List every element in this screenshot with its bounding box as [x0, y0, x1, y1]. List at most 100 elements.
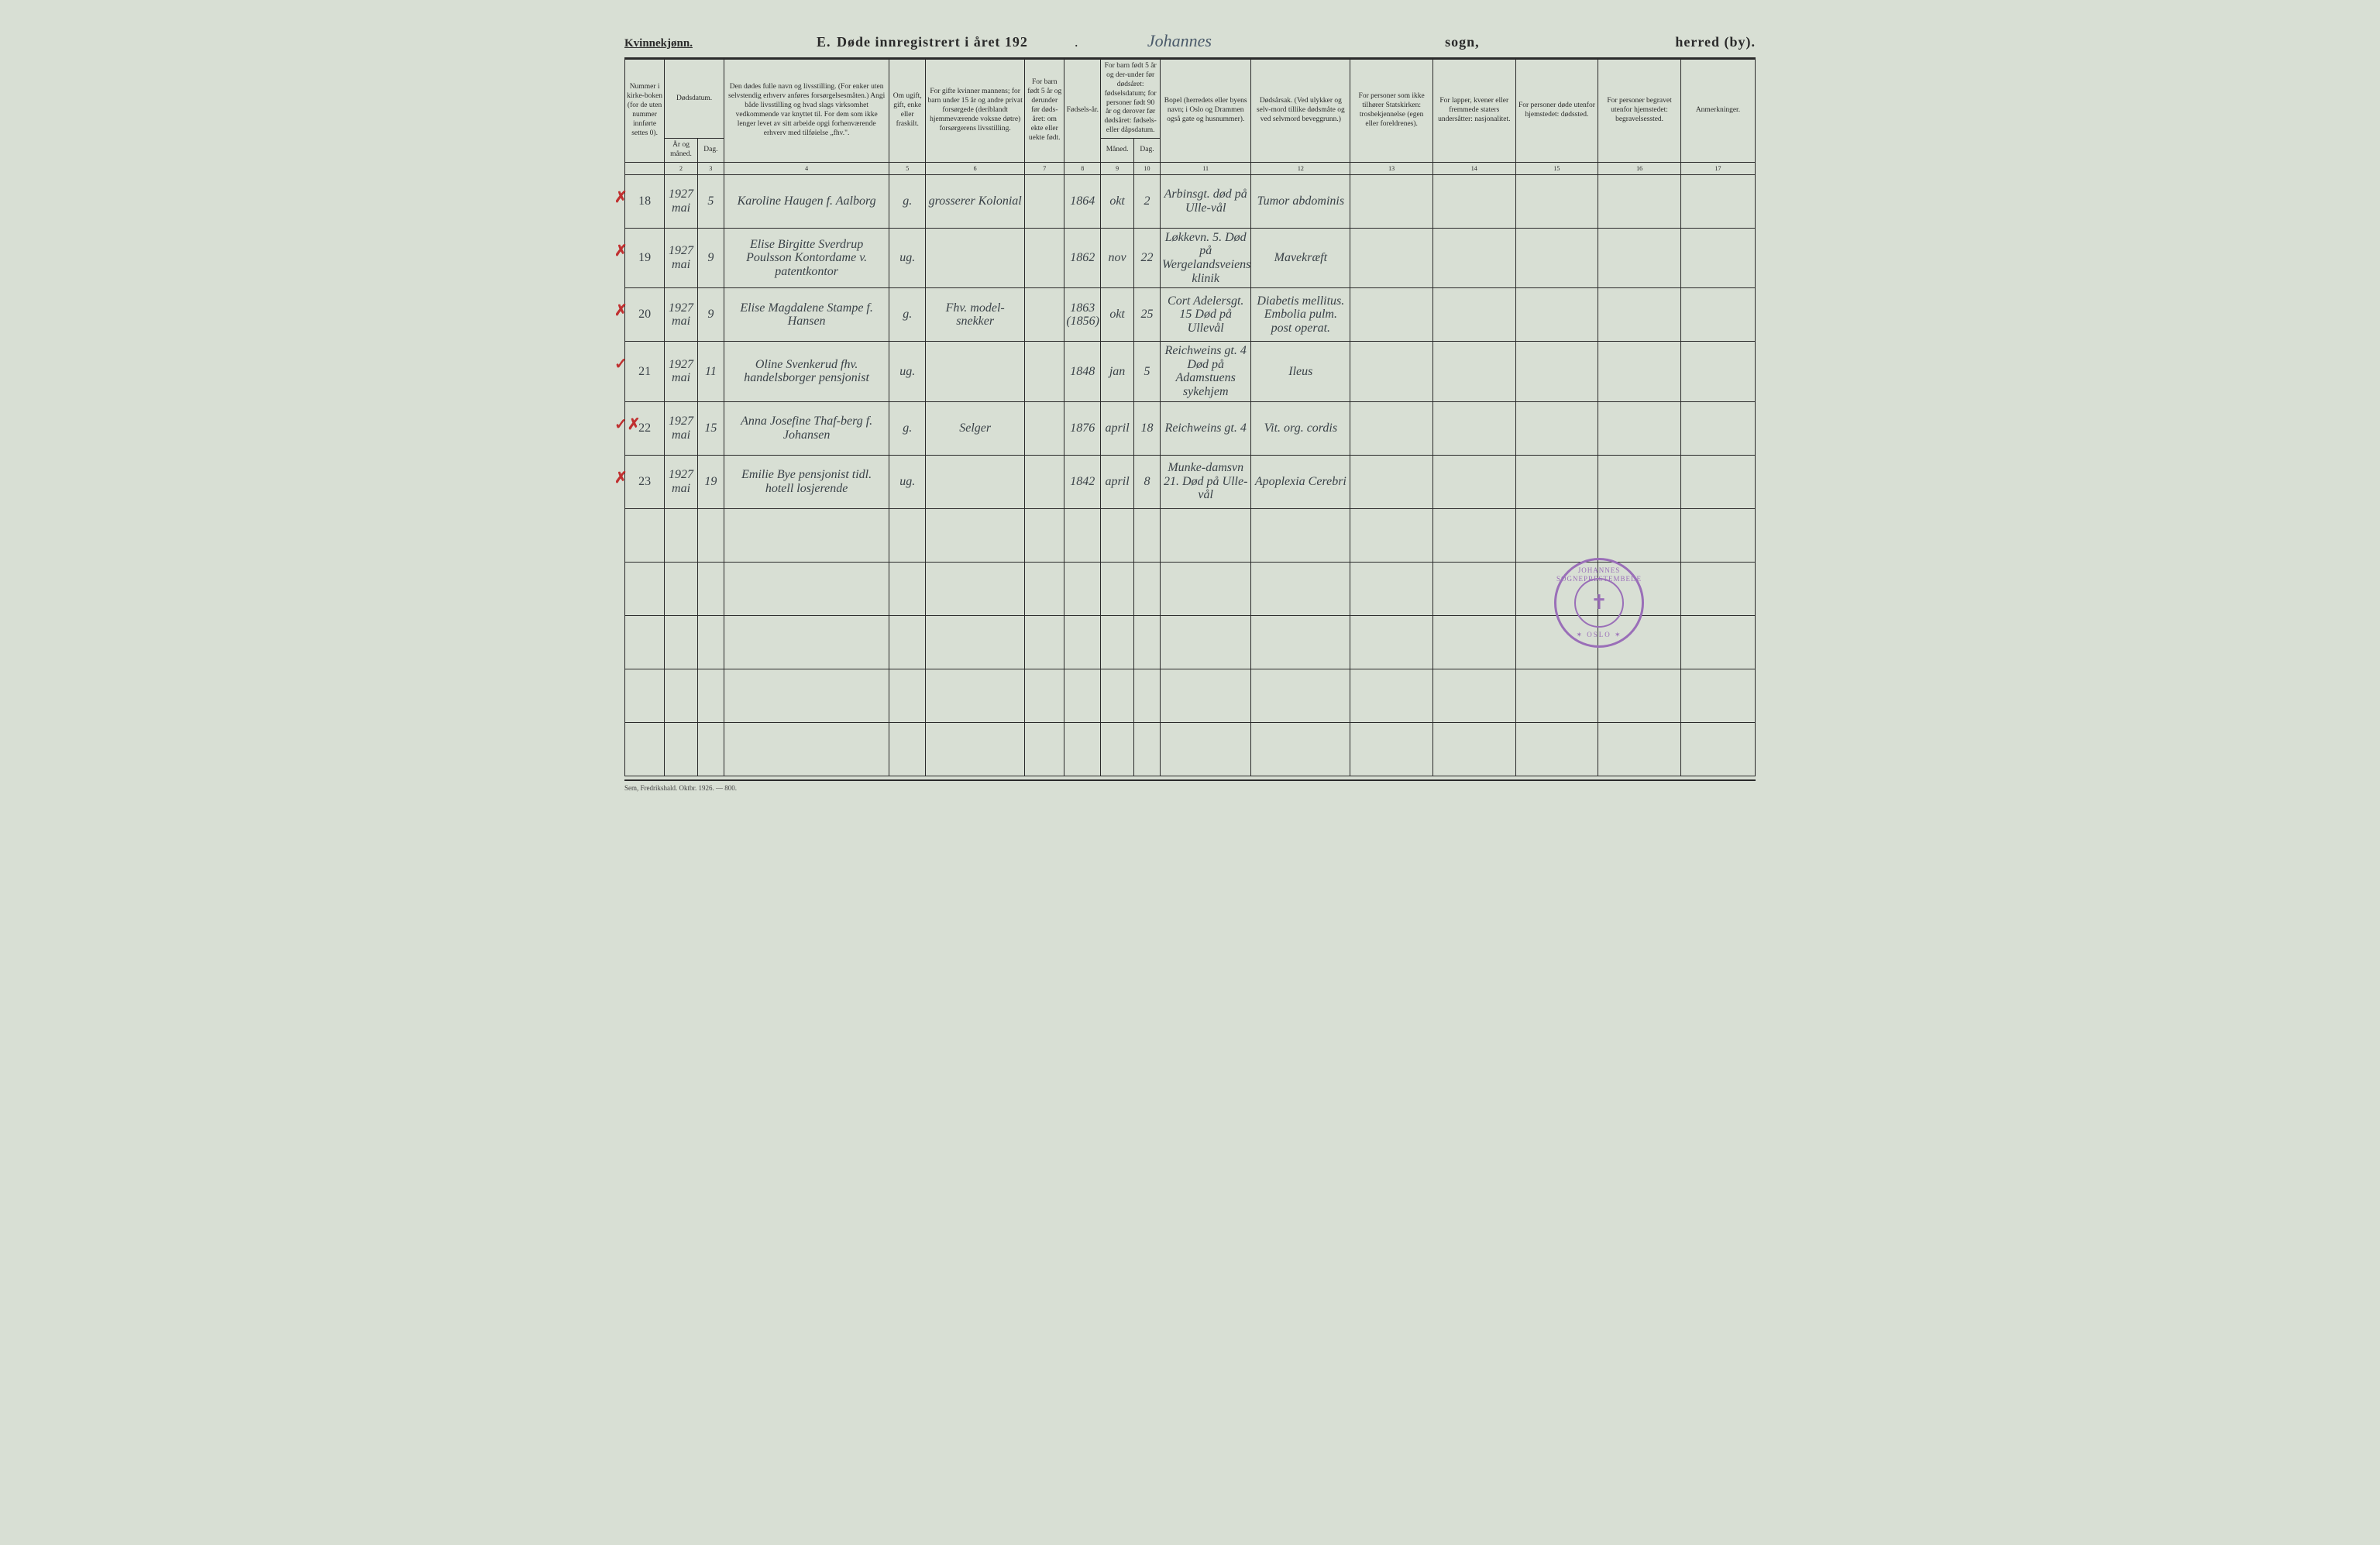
- cell-empty: [1025, 722, 1064, 776]
- cell-empty: [724, 722, 889, 776]
- cell: [1025, 228, 1064, 287]
- cell: april: [1101, 455, 1134, 508]
- col-5-header: Om ugift, gift, enke eller fraskilt.: [889, 60, 926, 163]
- table-head: Nummer i kirke-boken (for de uten nummer…: [625, 60, 1756, 175]
- cell: Cort Adelersgt. 15 Død på Ullevål: [1161, 288, 1251, 342]
- cell: Reichweins gt. 4: [1161, 401, 1251, 455]
- cell: [1515, 455, 1598, 508]
- table-row: ✓211927 mai11Oline Svenkerud fhv. handel…: [625, 342, 1756, 401]
- cell: 1927 mai: [665, 401, 698, 455]
- cell-empty: [1432, 615, 1515, 669]
- cell: [1350, 288, 1433, 342]
- table-row-empty: [625, 615, 1756, 669]
- cell: 1927 mai: [665, 228, 698, 287]
- cell-empty: [1350, 562, 1433, 615]
- cell-empty: [625, 562, 665, 615]
- header-row: Kvinnekjønn. E. Døde innregistrert i åre…: [624, 31, 1756, 51]
- cell-empty: [697, 669, 724, 722]
- cell-empty: [1133, 562, 1160, 615]
- cell: okt: [1101, 174, 1134, 228]
- cell-empty: [926, 722, 1025, 776]
- colnum: 16: [1598, 162, 1681, 174]
- cell-empty: [724, 669, 889, 722]
- cell: [1680, 342, 1755, 401]
- cell: 22: [1133, 228, 1160, 287]
- cell-empty: [889, 562, 926, 615]
- cell: ug.: [889, 455, 926, 508]
- cell-empty: [1515, 508, 1598, 562]
- cell: ug.: [889, 342, 926, 401]
- colnum: 2: [665, 162, 698, 174]
- cell: 19: [697, 455, 724, 508]
- cell-empty: [1161, 722, 1251, 776]
- cell-empty: [724, 562, 889, 615]
- col-9-header-top: For barn født 5 år og der-under før døds…: [1101, 60, 1161, 139]
- cell: 1927 mai: [665, 174, 698, 228]
- cell: Vit. org. cordis: [1251, 401, 1350, 455]
- cell-empty: [1161, 562, 1251, 615]
- cell: 1864: [1064, 174, 1101, 228]
- sogn-label: sogn,: [1445, 34, 1480, 50]
- cell: [1598, 455, 1681, 508]
- cell: Arbinsgt. død på Ulle-vål: [1161, 174, 1251, 228]
- cell-empty: [665, 722, 698, 776]
- table-body: ✗181927 mai5Karoline Haugen f. Aalborgg.…: [625, 174, 1756, 776]
- cell: Emilie Bye pensjonist tidl. hotell losje…: [724, 455, 889, 508]
- sogn-handwritten: Johannes: [1109, 31, 1249, 51]
- cell-empty: [1432, 508, 1515, 562]
- cell-empty: [697, 722, 724, 776]
- cell: [1025, 288, 1064, 342]
- cell-empty: [1598, 508, 1681, 562]
- cell-empty: [697, 508, 724, 562]
- colnum: 15: [1515, 162, 1598, 174]
- cell-empty: [889, 722, 926, 776]
- cell: [1350, 174, 1433, 228]
- table-row-empty: [625, 562, 1756, 615]
- cell: [1515, 174, 1598, 228]
- cell: april: [1101, 401, 1134, 455]
- col-1-header: Nummer i kirke-boken (for de uten nummer…: [625, 60, 665, 163]
- colnum: 11: [1161, 162, 1251, 174]
- col-14-header: For lapper, kvener eller fremmede stater…: [1432, 60, 1515, 163]
- cell-empty: [1161, 669, 1251, 722]
- cell-empty: [1598, 669, 1681, 722]
- cell: Løkkevn. 5. Død på Wergelandsveiens klin…: [1161, 228, 1251, 287]
- cell: [1680, 455, 1755, 508]
- cell-empty: [1680, 615, 1755, 669]
- colnum: 6: [926, 162, 1025, 174]
- cell-empty: [926, 562, 1025, 615]
- col-17-header: Anmerkninger.: [1680, 60, 1755, 163]
- cell: [1432, 174, 1515, 228]
- colnum: 9: [1101, 162, 1134, 174]
- cell: 25: [1133, 288, 1160, 342]
- cell: jan: [1101, 342, 1134, 401]
- cell: 1842: [1064, 455, 1101, 508]
- cell-empty: [1064, 722, 1101, 776]
- cell: [1350, 342, 1433, 401]
- cell: [1025, 401, 1064, 455]
- cell-empty: [1350, 615, 1433, 669]
- cell: 9: [697, 288, 724, 342]
- cell-empty: [1251, 669, 1350, 722]
- herred-label: herred (by).: [1675, 34, 1756, 50]
- cell-empty: [1025, 615, 1064, 669]
- cell: 15: [697, 401, 724, 455]
- cell: g.: [889, 174, 926, 228]
- cell: Ileus: [1251, 342, 1350, 401]
- cell: ✓21: [625, 342, 665, 401]
- cell: 11: [697, 342, 724, 401]
- section-letter: E.: [817, 34, 831, 50]
- cell-empty: [1515, 669, 1598, 722]
- colnum: 13: [1350, 162, 1433, 174]
- cell: Apoplexia Cerebri: [1251, 455, 1350, 508]
- cell-empty: [665, 615, 698, 669]
- cell-empty: [1350, 669, 1433, 722]
- cell: [1680, 174, 1755, 228]
- col-11-header: Bopel (herredets eller byens navn; i Osl…: [1161, 60, 1251, 163]
- cell-empty: [1432, 562, 1515, 615]
- cell: ✗19: [625, 228, 665, 287]
- col-2-header-top: Dødsdatum.: [665, 60, 724, 139]
- cell: Oline Svenkerud fhv. handelsborger pensj…: [724, 342, 889, 401]
- table-row: ✗231927 mai19Emilie Bye pensjonist tidl.…: [625, 455, 1756, 508]
- table-row-empty: [625, 669, 1756, 722]
